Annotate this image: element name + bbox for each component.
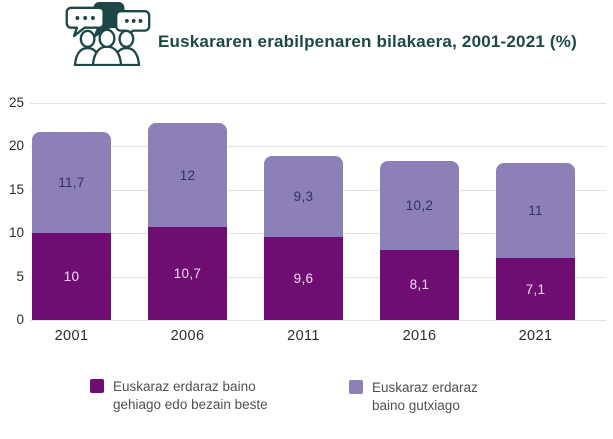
value-label: 10 <box>63 269 80 285</box>
gridline-25 <box>30 103 606 104</box>
y-tick-label: 0 <box>16 312 24 327</box>
bar-segment-more-2016: 8,1 <box>380 249 459 320</box>
bar-segment-more-2006: 10,7 <box>148 227 227 320</box>
legend-item-less-basque: Euskaraz erdaraz baino gutxiago <box>349 379 500 415</box>
bar-segment-less-2021: 11 <box>496 162 575 259</box>
plot-area: 0 5 10 15 20 25 11,7 10 2001 12 10,7 2006 9,3 9,6 2011… <box>9 95 606 344</box>
legend-swatch-dark-purple <box>90 379 104 393</box>
value-label: 11 <box>528 203 543 219</box>
value-label: 9,6 <box>293 270 314 286</box>
gridline-20 <box>30 146 606 148</box>
legend-swatch-light-purple <box>349 380 363 394</box>
bar-segment-more-2011: 9,6 <box>264 236 343 320</box>
bar-2011: 9,3 9,6 <box>264 155 343 320</box>
value-label: 10,7 <box>173 266 202 282</box>
value-label: 10,2 <box>405 197 434 213</box>
y-tick-label: 5 <box>16 268 24 284</box>
y-tick-label: 25 <box>8 95 24 110</box>
value-label: 9,3 <box>293 188 314 204</box>
bar-segment-less-2011: 9,3 <box>264 155 343 237</box>
bar-segment-less-2016: 10,2 <box>380 161 459 250</box>
value-label: 11,7 <box>58 174 85 190</box>
x-tick-label-2011: 2011 <box>287 328 320 344</box>
x-tick-label-2006: 2006 <box>170 328 205 344</box>
gridline-0 <box>30 320 606 321</box>
chart-title: Euskararen erabilpenaren bilakaera, 2001… <box>158 32 577 51</box>
value-label: 12 <box>179 167 196 183</box>
bar-2021: 11 7,1 <box>496 162 575 320</box>
legend-label: Euskaraz erdaraz baino gutxiago <box>372 380 478 413</box>
people-chat-icon <box>65 2 151 66</box>
y-tick-label: 20 <box>8 138 24 154</box>
y-tick-label: 15 <box>8 181 24 197</box>
legend-item-more-basque: Euskaraz erdaraz baino gehiago edo bezai… <box>90 378 271 414</box>
bar-2006: 12 10,7 <box>148 122 227 320</box>
value-label: 7,1 <box>525 281 546 297</box>
bar-segment-more-2001: 10 <box>32 233 111 320</box>
people-icon <box>73 28 141 66</box>
bar-segment-more-2021: 7,1 <box>496 258 575 320</box>
bar-2016: 10,2 8,1 <box>380 161 459 320</box>
bar-2001: 11,7 10 <box>32 131 111 320</box>
x-tick-label-2001: 2001 <box>54 328 89 344</box>
value-label: 8,1 <box>409 277 430 293</box>
y-tick-label: 10 <box>8 225 24 241</box>
left-speech-bubble-icon <box>65 6 105 38</box>
legend-label: Euskaraz erdaraz baino gehiago edo bezai… <box>113 379 268 412</box>
x-tick-label-2016: 2016 <box>402 328 437 344</box>
bar-segment-less-2001: 11,7 <box>32 131 111 234</box>
x-tick-label-2021: 2021 <box>518 328 553 344</box>
bar-segment-less-2006: 12 <box>148 122 227 228</box>
